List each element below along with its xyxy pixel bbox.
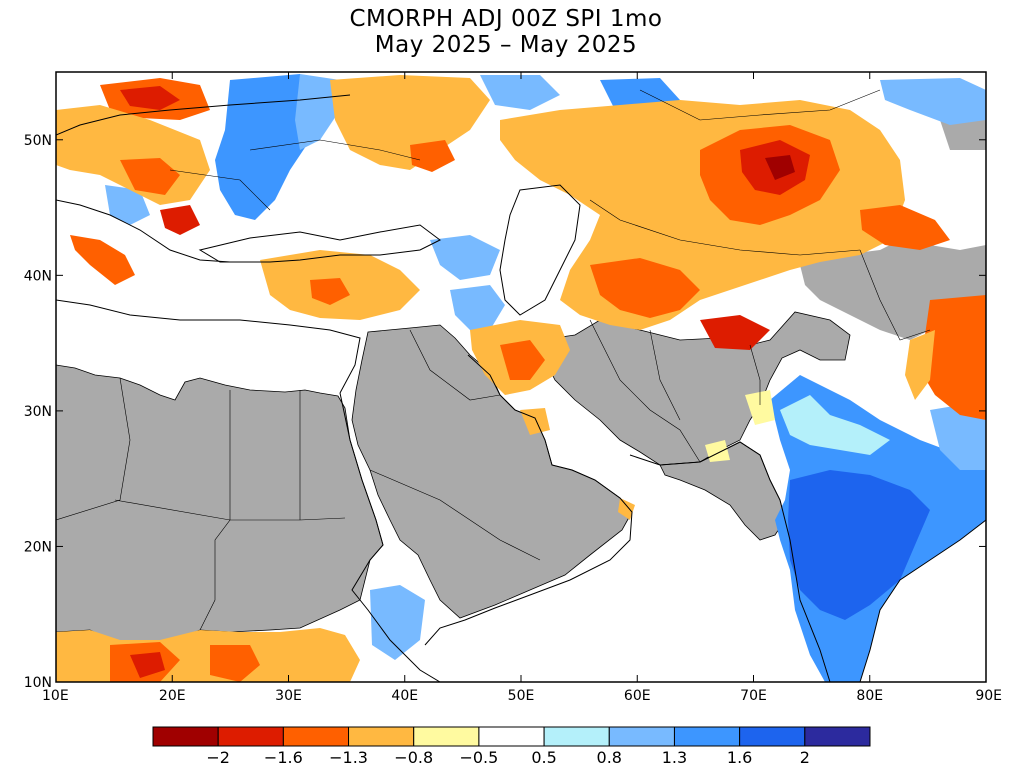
- y-tick-label: 30N: [24, 404, 52, 420]
- dry-sahel: [56, 628, 360, 682]
- dry-poland-core: [120, 86, 180, 110]
- y-tick-label: 20N: [24, 539, 52, 555]
- x-tick-label: 30E: [275, 688, 302, 704]
- wet-china-east: [930, 405, 986, 470]
- dry-sahel-dark: [130, 652, 165, 678]
- colorbar-swatch: [608, 726, 675, 747]
- colorbar-label: 2: [800, 748, 810, 767]
- colorbar-label: 1.3: [662, 748, 687, 767]
- colorbar-swatch: [217, 726, 284, 747]
- dry-india-west: [705, 390, 775, 462]
- colorbar-swatch: [413, 726, 480, 747]
- colorbar-label: −0.8: [394, 748, 433, 767]
- dry-uzbekistan: [590, 258, 700, 318]
- wet-horn-africa: [370, 585, 425, 660]
- x-tick-label: 20E: [159, 688, 186, 704]
- colorbar-label: 0.5: [531, 748, 556, 767]
- colorbar-swatch: [282, 726, 350, 747]
- colorbar-label: −0.5: [459, 748, 498, 767]
- x-tick-label: 70E: [740, 688, 767, 704]
- dry-italy: [70, 235, 135, 285]
- wet-central-kazakh: [480, 75, 560, 110]
- colorbar-label: 1.6: [727, 748, 752, 767]
- y-tick-label: 10N: [24, 675, 52, 691]
- y-axis: 10N 20N 30N 40N 50N: [24, 133, 986, 691]
- dry-iran-west-core: [500, 340, 545, 380]
- dry-kazakh-center-dark: [765, 155, 795, 180]
- wet-mongolia: [880, 78, 986, 125]
- map-subtitle: May 2025 – May 2025: [374, 32, 638, 58]
- x-axis: 10E 20E 30E 40E 50E 60E 70E 80E 90E: [42, 72, 1002, 704]
- colorbar-swatch: [673, 726, 741, 747]
- map-title: CMORPH ADJ 00Z SPI 1mo: [349, 6, 663, 32]
- x-tick-label: 90E: [975, 688, 1002, 704]
- map-field: [56, 72, 986, 682]
- dry-ukraine: [330, 75, 490, 170]
- dry-arabia-coast: [520, 408, 635, 520]
- dry-serbia: [160, 205, 200, 235]
- wet-caucasus: [430, 235, 500, 280]
- coastlines: [56, 94, 986, 682]
- colorbar-label: −2: [206, 748, 230, 767]
- x-tick-label: 50E: [508, 688, 535, 704]
- no-data-north-africa: [56, 364, 384, 646]
- colorbar-swatch: [348, 726, 415, 747]
- dry-china-sw-light: [905, 330, 935, 400]
- dry-tajik: [700, 315, 770, 350]
- colorbar-label: −1.6: [264, 748, 303, 767]
- x-tick-label: 40E: [391, 688, 418, 704]
- dry-turkey-core: [310, 278, 350, 305]
- x-tick-label: 60E: [624, 688, 651, 704]
- wet-india-edge: [780, 395, 890, 455]
- wet-turkey-east: [450, 285, 505, 330]
- wet-balkans: [105, 185, 150, 225]
- wet-east-europe: [215, 74, 320, 220]
- colorbar-label: −1.3: [329, 748, 368, 767]
- country-borders: [56, 89, 931, 631]
- colorbar-swatch: [804, 726, 871, 747]
- x-tick-label: 10E: [42, 688, 69, 704]
- colorbar-swatch: [543, 726, 610, 747]
- dry-ukraine-core: [410, 140, 455, 172]
- colorbar-swatch: [478, 726, 545, 747]
- dry-china-southwest: [920, 295, 986, 420]
- x-tick-label: 80E: [856, 688, 883, 704]
- dry-hungary: [120, 158, 180, 195]
- colorbar-swatch: [152, 726, 219, 747]
- colorbar-swatch: [739, 726, 806, 747]
- colorbar-label: 0.8: [597, 748, 622, 767]
- wet-india-mid: [788, 470, 930, 620]
- no-data-iran-afghanistan: [539, 311, 851, 466]
- wet-east-europe-light: [295, 74, 340, 150]
- y-tick-label: 40N: [24, 268, 52, 284]
- y-tick-label: 50N: [24, 133, 52, 149]
- colorbar: −2 −1.6 −1.3 −0.8 −0.5 0.5 0.8 1.3 1.6 2: [152, 726, 871, 767]
- dry-xinjiang: [860, 205, 950, 250]
